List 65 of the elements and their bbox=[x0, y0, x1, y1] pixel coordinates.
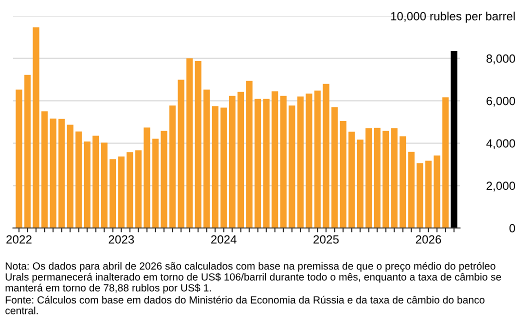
bar bbox=[263, 98, 270, 228]
bar bbox=[280, 96, 287, 228]
bar bbox=[408, 152, 415, 228]
y-tick-label: 4,000 bbox=[486, 139, 515, 149]
source-note: Fonte: Cálculos com base em dados do Ministério da Economia da Rússia e da taxa de câmbio do banco central. bbox=[5, 296, 484, 314]
bar bbox=[238, 92, 244, 228]
bar bbox=[228, 96, 236, 228]
bar bbox=[246, 80, 253, 228]
bar bbox=[50, 118, 56, 228]
bar bbox=[356, 140, 364, 228]
bar bbox=[178, 80, 184, 228]
bar bbox=[101, 142, 108, 228]
bar bbox=[110, 159, 116, 228]
bar bbox=[169, 105, 176, 228]
bar bbox=[16, 90, 22, 228]
x-tick-label: 2022 bbox=[6, 235, 32, 244]
bar bbox=[41, 111, 48, 228]
bar bbox=[118, 156, 125, 228]
bar bbox=[416, 163, 424, 228]
y-tick-label: 0 bbox=[509, 224, 515, 232]
bar bbox=[314, 90, 321, 228]
bar bbox=[348, 132, 355, 228]
bar bbox=[203, 90, 210, 228]
x-tick-label: 2023 bbox=[108, 235, 134, 244]
bar bbox=[331, 107, 338, 228]
bar bbox=[272, 91, 278, 228]
y-tick-label: 2,000 bbox=[486, 182, 515, 192]
y-tick-label: 8,000 bbox=[486, 54, 515, 64]
x-tick-label: 2025 bbox=[314, 235, 339, 244]
bar bbox=[152, 138, 159, 228]
bar bbox=[24, 74, 31, 228]
bar bbox=[75, 132, 82, 228]
bar bbox=[254, 98, 262, 228]
bar bbox=[212, 106, 218, 228]
bar bbox=[194, 60, 202, 228]
bar bbox=[391, 128, 398, 228]
bar bbox=[425, 160, 432, 228]
bar bbox=[92, 136, 99, 228]
x-tick-label: 2024 bbox=[211, 235, 236, 244]
bar bbox=[374, 128, 380, 228]
bar bbox=[365, 128, 372, 228]
bar bbox=[66, 124, 74, 228]
bar bbox=[322, 84, 330, 228]
y-tick-label: 6,000 bbox=[486, 96, 515, 107]
bar bbox=[135, 150, 142, 228]
bar bbox=[144, 128, 150, 228]
bar bbox=[442, 97, 449, 228]
bar bbox=[340, 120, 346, 228]
x-tick-label: 2026 bbox=[416, 235, 442, 244]
bar bbox=[32, 27, 40, 228]
bar bbox=[160, 130, 168, 228]
bar bbox=[450, 50, 458, 228]
bar bbox=[297, 96, 304, 228]
bar bbox=[382, 130, 390, 228]
text: Nota: Os dados para abril de 2026 são calculados com base na premissa de que o preço médio do petróleo Urals permanecerá inalterado em torno de US$ 106/barril durante todo o mês, enquanto a taxa de câmbio se manterá em torno de 78,88 rublos por US$ 1. bbox=[6, 262, 502, 294]
bar bbox=[186, 58, 193, 228]
bar bbox=[288, 105, 296, 228]
bar bbox=[220, 108, 227, 228]
bar bbox=[434, 155, 440, 228]
bar bbox=[306, 94, 312, 228]
bar bbox=[126, 152, 134, 228]
bar bbox=[58, 118, 65, 228]
bar bbox=[400, 136, 406, 228]
y-tick-label: 10,000 rubles per barrel bbox=[391, 12, 515, 23]
bar bbox=[84, 142, 90, 228]
